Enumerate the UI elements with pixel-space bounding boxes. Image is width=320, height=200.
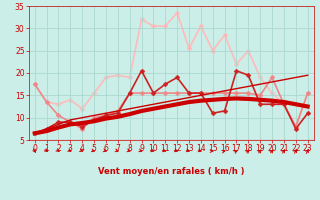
Text: Vent moyen/en rafales ( km/h ): Vent moyen/en rafales ( km/h ) [98,168,244,176]
